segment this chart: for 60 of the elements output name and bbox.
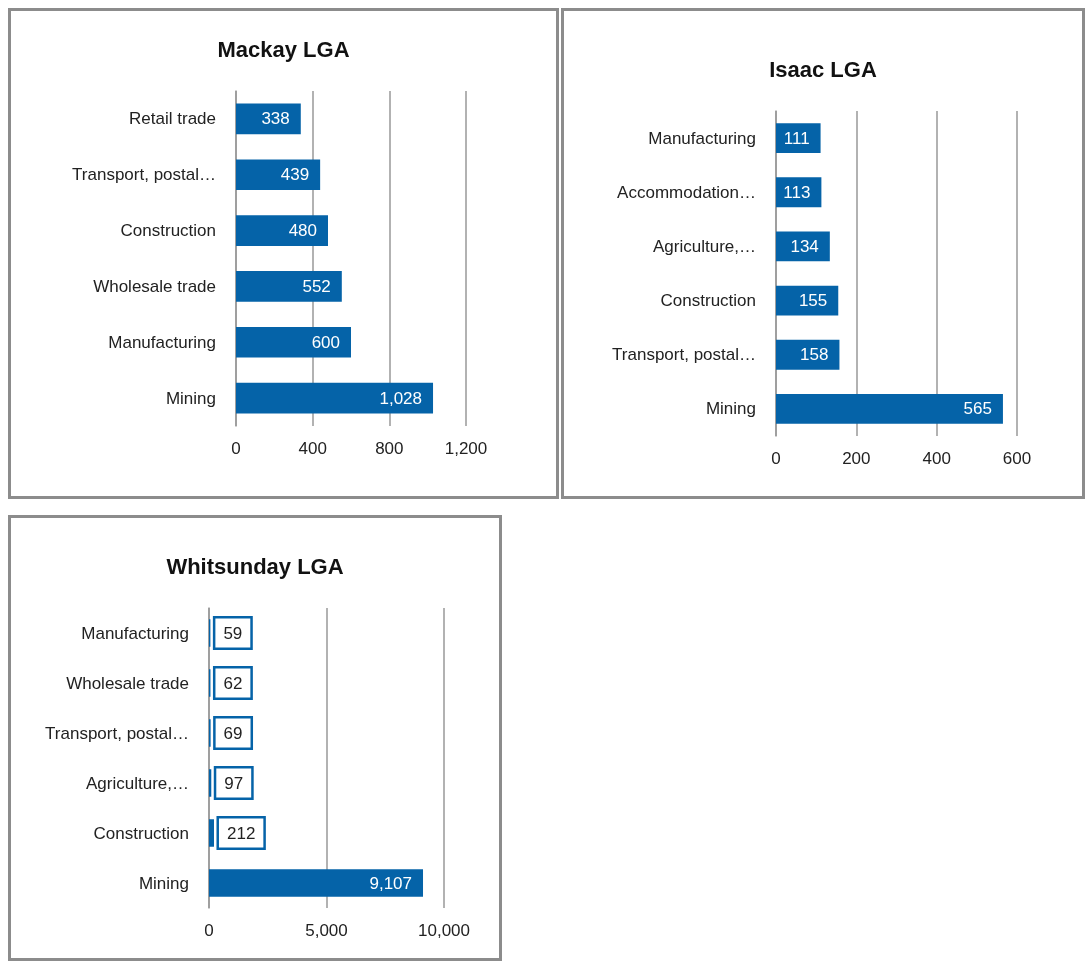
bar xyxy=(236,215,328,246)
chart-title: Mackay LGA xyxy=(217,36,350,62)
y-tick-label: Manufacturing xyxy=(81,623,189,643)
bar xyxy=(776,394,1003,424)
data-label: 62 xyxy=(223,673,243,693)
y-tick-label: Construction xyxy=(120,221,216,241)
data-label: 600 xyxy=(311,332,340,352)
data-label: 212 xyxy=(226,823,256,843)
data-label: 69 xyxy=(223,723,243,743)
y-tick-label: Construction xyxy=(660,291,756,311)
data-label: 111 xyxy=(783,128,810,148)
x-tick-label: 0 xyxy=(771,449,781,468)
x-tick-label: 200 xyxy=(842,449,871,468)
data-label: 439 xyxy=(280,165,310,185)
chart-title: Isaac LGA xyxy=(769,56,877,82)
y-tick-label: Transport, postal… xyxy=(612,345,756,365)
y-tick-label: Agriculture,… xyxy=(653,236,756,256)
bar xyxy=(776,339,840,370)
bar xyxy=(236,271,342,302)
y-tick-label: Agriculture,… xyxy=(86,773,189,793)
bar xyxy=(236,326,351,358)
y-tick-label: Wholesale trade xyxy=(66,673,189,693)
data-label: 9,107 xyxy=(369,873,413,893)
data-label: 113 xyxy=(783,182,811,202)
y-tick-label: Manufacturing xyxy=(108,332,216,352)
x-tick-label: 5,000 xyxy=(305,921,348,940)
y-tick-label: Wholesale trade xyxy=(93,276,216,296)
y-tick-label: Transport, postal… xyxy=(45,723,189,743)
y-tick-label: Manufacturing xyxy=(648,128,756,148)
data-label: 480 xyxy=(288,221,317,241)
x-tick-label: 10,000 xyxy=(418,921,470,940)
x-tick-label: 0 xyxy=(231,439,241,458)
x-tick-label: 1,200 xyxy=(444,439,488,458)
x-tick-label: 600 xyxy=(1002,449,1032,468)
data-label: 59 xyxy=(223,623,243,643)
x-tick-label: 400 xyxy=(298,439,327,458)
data-label: 158 xyxy=(800,345,829,365)
data-label: 134 xyxy=(790,236,819,256)
data-label: 552 xyxy=(302,276,331,296)
data-label: 155 xyxy=(798,291,828,311)
x-tick-label: 400 xyxy=(922,449,951,468)
y-tick-label: Transport, postal… xyxy=(72,165,216,185)
bar xyxy=(209,819,214,847)
bar xyxy=(776,123,821,153)
bar xyxy=(236,382,434,414)
data-label: 97 xyxy=(224,773,244,793)
y-tick-label: Mining xyxy=(138,873,189,893)
data-label: 1,028 xyxy=(379,388,423,408)
y-tick-label: Mining xyxy=(705,399,756,419)
bar xyxy=(209,869,424,897)
y-tick-label: Retail trade xyxy=(129,109,216,129)
x-tick-label: 800 xyxy=(375,439,404,458)
y-tick-label: Mining xyxy=(165,388,216,408)
data-label: 338 xyxy=(261,109,290,129)
data-label: 565 xyxy=(963,399,992,419)
y-tick-label: Accommodation… xyxy=(617,182,756,202)
x-tick-label: 0 xyxy=(204,921,214,940)
y-tick-label: Construction xyxy=(93,823,189,843)
chart-title: Whitsunday LGA xyxy=(166,553,344,579)
bar xyxy=(236,159,321,191)
